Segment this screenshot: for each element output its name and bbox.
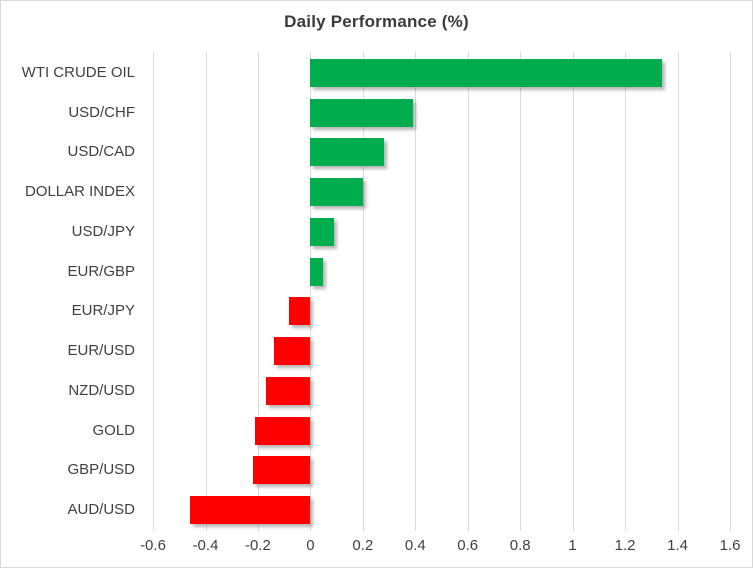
category-label-dollar-index: DOLLAR INDEX bbox=[24, 183, 135, 201]
chart-title: Daily Performance (%) bbox=[284, 12, 469, 31]
bar-usd-cad bbox=[310, 138, 384, 167]
category-label-eur-jpy: EUR/JPY bbox=[71, 302, 135, 320]
category-label-usd-jpy: USD/JPY bbox=[71, 222, 135, 240]
bar-nzd-usd bbox=[265, 376, 311, 405]
gridline-x--0.6 bbox=[153, 52, 154, 531]
bar-gold bbox=[255, 416, 311, 445]
x-tick--0.2: -0.2 bbox=[244, 537, 271, 554]
gridline-x-0 bbox=[310, 52, 312, 531]
gridline-x-1 bbox=[572, 52, 574, 531]
category-axis: WTI CRUDE OIL USD/CHF USD/CAD DOLLAR INDEX U… bbox=[1, 53, 135, 530]
category-label-nzd-usd: NZD/USD bbox=[68, 381, 135, 399]
category-label-usd-chf: USD/CHF bbox=[68, 103, 135, 121]
x-tick-0.8: 0.8 bbox=[509, 537, 531, 554]
gridline-x-0.4 bbox=[415, 52, 417, 531]
bar-usd-jpy bbox=[310, 217, 334, 246]
x-tick-1.6: 1.6 bbox=[719, 537, 741, 554]
x-tick-0.2: 0.2 bbox=[352, 537, 374, 554]
x-tick--0.6: -0.6 bbox=[140, 537, 166, 554]
gridline-x-1.6 bbox=[730, 52, 731, 531]
x-tick-0: 0 bbox=[306, 537, 315, 554]
bar-gbp-usd bbox=[252, 456, 311, 485]
x-tick-1.2: 1.2 bbox=[614, 537, 636, 554]
x-tick-1.4: 1.4 bbox=[667, 537, 688, 554]
x-tick-0.4: 0.4 bbox=[404, 537, 426, 554]
gridline-x--0.2 bbox=[257, 52, 259, 531]
plot-area bbox=[153, 52, 731, 531]
bar-wti-crude-oil bbox=[310, 58, 662, 87]
x-axis: -0.6 -0.4 -0.2 0 0.2 0.4 0.6 0.8 1 1.2 1.4 1.6 bbox=[1, 537, 752, 557]
gridline-x--0.4 bbox=[205, 52, 207, 531]
x-tick-1: 1 bbox=[568, 537, 577, 554]
category-label-gold: GOLD bbox=[92, 421, 135, 439]
gridline-x-0.2 bbox=[362, 52, 364, 531]
category-label-aud-usd: AUD/USD bbox=[67, 501, 135, 519]
category-label-usd-cad: USD/CAD bbox=[67, 143, 135, 161]
gridline-x-1.2 bbox=[625, 52, 627, 531]
category-label-eur-usd: EUR/USD bbox=[67, 342, 135, 360]
gridline-x-0.8 bbox=[520, 52, 522, 531]
gridline-x-0.6 bbox=[467, 52, 469, 531]
gridline-x-1.4 bbox=[677, 52, 679, 531]
category-label-wti-crude-oil: WTI CRUDE OIL bbox=[21, 63, 135, 81]
category-label-eur-gbp: EUR/GBP bbox=[67, 262, 135, 280]
x-tick-0.6: 0.6 bbox=[457, 537, 479, 554]
bar-eur-gbp bbox=[310, 257, 324, 286]
bar-aud-usd bbox=[189, 496, 311, 525]
category-label-gbp-usd: GBP/USD bbox=[67, 461, 135, 479]
bar-dollar-index bbox=[310, 178, 363, 207]
bar-eur-jpy bbox=[289, 297, 311, 326]
bar-usd-chf bbox=[310, 98, 413, 127]
bar-eur-usd bbox=[273, 337, 311, 366]
x-tick--0.4: -0.4 bbox=[192, 537, 219, 554]
